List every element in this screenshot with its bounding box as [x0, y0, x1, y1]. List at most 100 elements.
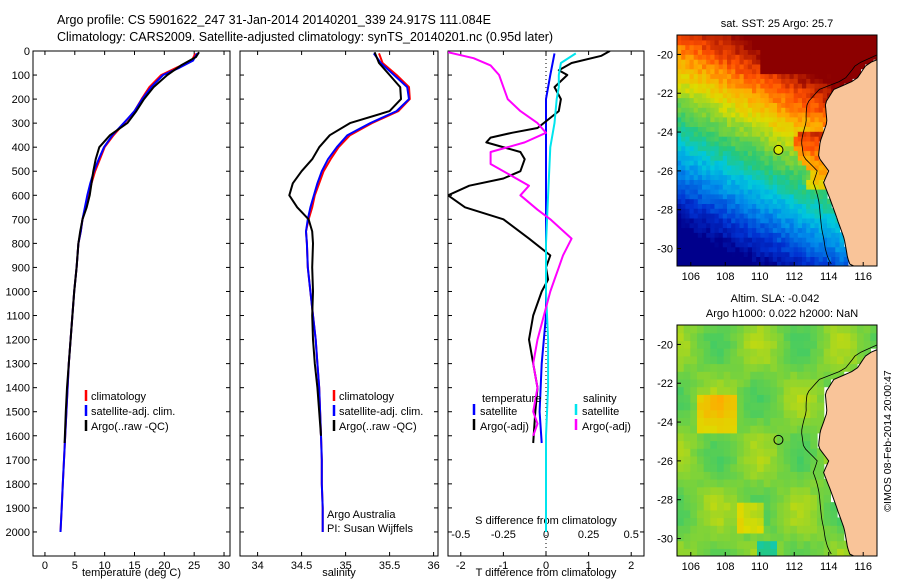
map-cell	[739, 232, 745, 238]
map-cell	[727, 184, 732, 190]
map-cell	[710, 217, 716, 224]
isobath-line	[801, 344, 877, 555]
map-cell	[697, 256, 703, 262]
map-cell	[864, 44, 870, 50]
map-cell	[710, 425, 718, 434]
map-cell	[777, 49, 782, 55]
map-cell	[763, 432, 771, 442]
map-cell	[856, 59, 861, 65]
map-cell	[768, 73, 774, 79]
map-cell	[772, 35, 778, 41]
header-line-1: Argo profile: CS 5901622_247 31-Jan-2014…	[57, 13, 491, 27]
map-cell	[781, 97, 786, 103]
map-cell	[785, 169, 791, 176]
map-cell	[817, 371, 825, 380]
map-cell	[722, 92, 728, 99]
map-cell	[681, 213, 686, 219]
map-cell	[823, 348, 831, 357]
x-tick-label: 10	[99, 560, 111, 572]
map-cell	[827, 256, 832, 262]
map-cell	[723, 402, 731, 411]
map-cell	[722, 217, 728, 224]
map-cell	[683, 471, 691, 480]
map-cell	[756, 35, 761, 41]
map-cell	[714, 92, 720, 99]
map-cell	[802, 136, 807, 142]
map-cell	[747, 112, 753, 118]
map-cell	[843, 363, 851, 372]
map-cell	[717, 386, 725, 395]
map-cell	[793, 237, 799, 243]
map-cell	[781, 150, 786, 156]
map-cell	[760, 150, 766, 156]
map-field	[677, 325, 877, 556]
map-cell	[783, 417, 791, 426]
map-cell	[797, 378, 805, 388]
map-cell	[735, 136, 741, 142]
map-cell	[747, 92, 753, 99]
map-cell	[785, 217, 791, 224]
map-cell	[822, 116, 828, 123]
map-cell	[714, 59, 720, 65]
map-cell	[860, 63, 866, 70]
map-cell	[690, 440, 698, 449]
map-cell	[764, 116, 770, 123]
map-cell	[693, 164, 699, 171]
map-cell	[785, 39, 791, 46]
map-cell	[685, 49, 691, 55]
map-cell	[802, 160, 807, 166]
map-cell	[697, 371, 705, 380]
map-cell	[706, 97, 711, 103]
map-cell	[822, 35, 828, 41]
map-cell	[681, 73, 686, 79]
map-cell	[810, 150, 816, 156]
map-cell	[793, 136, 799, 142]
map-cell	[743, 35, 749, 41]
map-cell	[789, 92, 795, 99]
map-cell	[703, 332, 711, 341]
map-cell	[764, 189, 770, 195]
map-cell	[730, 386, 738, 395]
map-cell	[685, 92, 691, 99]
map-cell	[756, 49, 761, 55]
map-cell	[756, 59, 761, 65]
map-cell	[763, 332, 771, 341]
map-cell	[739, 145, 745, 152]
map-cell	[777, 54, 782, 60]
map-cell	[743, 471, 751, 480]
map-cell	[785, 54, 791, 60]
map-cell	[731, 150, 736, 156]
map-cell	[703, 340, 711, 349]
map-cell	[822, 54, 828, 60]
map-cell	[752, 54, 757, 60]
map-cell	[839, 54, 845, 60]
map-cell	[790, 455, 798, 465]
map-cell	[739, 251, 745, 257]
map-cell	[790, 348, 798, 357]
map-cell	[802, 116, 807, 123]
map-cell	[818, 227, 824, 233]
map-cell	[743, 448, 751, 457]
map-cell	[702, 116, 707, 123]
map-cell	[739, 78, 745, 84]
map-cell	[839, 63, 845, 70]
x-tick-label: 5	[72, 560, 78, 572]
map-cell	[677, 112, 682, 118]
map-cell	[739, 203, 745, 209]
map-cell	[818, 241, 824, 248]
map-cell	[683, 509, 691, 519]
map-cell	[868, 44, 874, 50]
map-cell	[731, 155, 736, 161]
map-cell	[718, 169, 724, 176]
map-cell	[731, 217, 736, 224]
map-cell	[710, 112, 716, 118]
map-cell	[768, 208, 774, 214]
map-cell	[685, 112, 691, 118]
map-cell	[683, 463, 691, 472]
map-cell	[830, 509, 838, 519]
map-cell	[690, 348, 698, 357]
map-cell	[703, 517, 711, 526]
map-cell	[757, 402, 765, 411]
y-tick-label: 100	[12, 70, 30, 82]
series-line-3	[545, 52, 577, 532]
